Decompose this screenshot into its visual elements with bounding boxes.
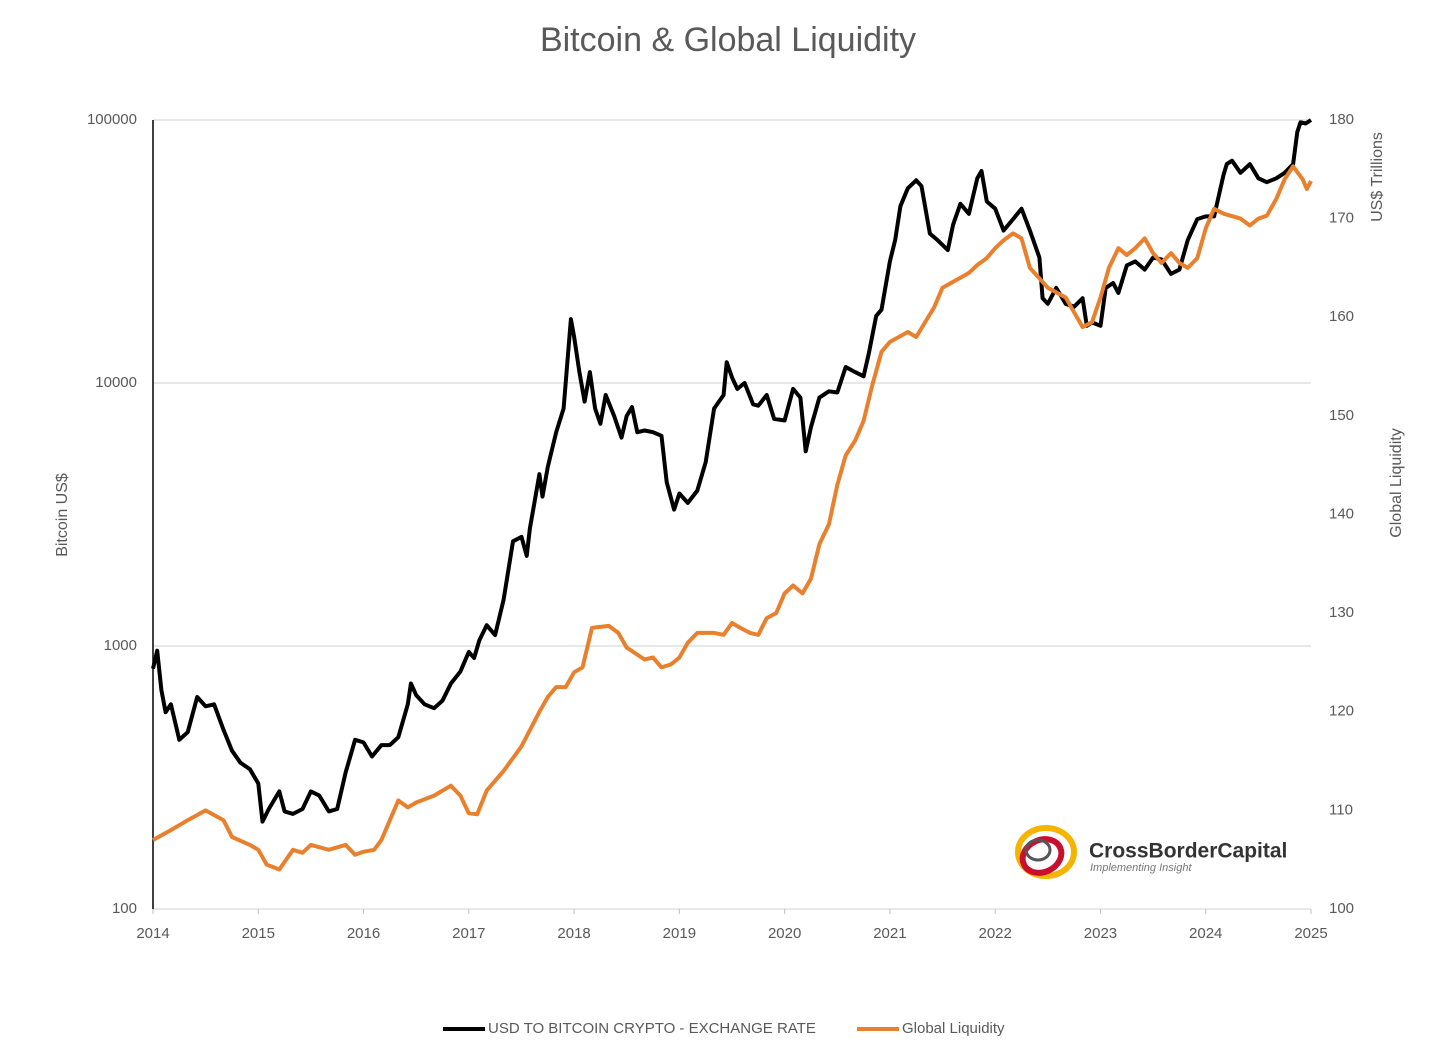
x-tick-label: 2020	[768, 925, 801, 942]
y-axis-label: Bitcoin US$	[54, 473, 71, 557]
y2-tick-label: 170	[1329, 210, 1354, 227]
y2-tick-label: 100	[1329, 900, 1354, 917]
y2-tick-label: 130	[1329, 604, 1354, 621]
y2-tick-label: 180	[1329, 111, 1354, 128]
y2-axis-label: Global Liquidity	[1388, 428, 1405, 537]
x-tick-label: 2017	[452, 925, 485, 942]
y2-tick-label: 140	[1329, 505, 1354, 522]
y-tick-label: 10000	[95, 374, 137, 391]
y2-axis-label: US$ Trillions	[1369, 132, 1386, 222]
x-tick-label: 2023	[1084, 925, 1117, 942]
x-tick-label: 2021	[873, 925, 906, 942]
y-tick-label: 1000	[104, 637, 137, 654]
x-tick-label: 2016	[347, 925, 380, 942]
y2-tick-label: 150	[1329, 407, 1354, 424]
y2-tick-label: 160	[1329, 308, 1354, 325]
y2-tick-label: 110	[1329, 801, 1353, 818]
legend-label: Global Liquidity	[902, 1020, 1005, 1037]
x-tick-label: 2015	[242, 925, 275, 942]
y-tick-label: 100000	[87, 111, 137, 128]
x-tick-label: 2019	[663, 925, 696, 942]
x-tick-label: 2024	[1189, 925, 1222, 942]
logo: CrossBorderCapital Implementing Insight	[1015, 825, 1287, 879]
logo-ring	[1015, 825, 1077, 879]
series-line	[151, 118, 1313, 824]
series-line	[152, 164, 1313, 872]
legend-label: USD TO BITCOIN CRYPTO - EXCHANGE RATE	[488, 1020, 816, 1037]
logo-tagline: Implementing Insight	[1090, 862, 1192, 874]
logo-name: CrossBorderCapital	[1089, 840, 1287, 863]
logo-ring	[1024, 838, 1052, 862]
chart-title: Bitcoin & Global Liquidity	[540, 21, 916, 59]
y2-tick-label: 120	[1329, 703, 1354, 720]
x-tick-label: 2025	[1294, 925, 1327, 942]
x-tick-label: 2018	[557, 925, 590, 942]
x-tick-label: 2014	[136, 925, 169, 942]
y-tick-label: 100	[112, 900, 137, 917]
x-tick-label: 2022	[978, 925, 1011, 942]
